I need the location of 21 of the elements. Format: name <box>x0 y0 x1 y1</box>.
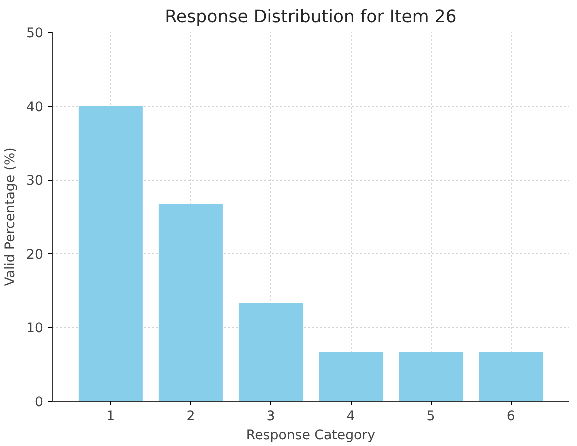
x-tick-label: 6 <box>506 410 516 424</box>
x-axis-title: Response Category <box>246 428 376 444</box>
y-axis-title: Valid Percentage (%) <box>4 148 19 286</box>
bar <box>158 204 223 402</box>
y-tick-label: 0 <box>35 396 44 410</box>
bar <box>238 303 303 402</box>
y-tick-label: 20 <box>26 248 44 263</box>
chart-title: Response Distribution for Item 26 <box>165 8 457 28</box>
x-tick-label: 5 <box>426 410 436 424</box>
x-tick-label: 2 <box>186 410 196 424</box>
x-tick-label: 3 <box>266 410 276 424</box>
bar <box>479 352 544 402</box>
bar <box>319 352 384 402</box>
y-tick-label: 50 <box>26 26 44 42</box>
bar <box>78 106 143 402</box>
bar <box>399 352 464 402</box>
y-tick-label: 40 <box>26 100 44 116</box>
y-tick-label: 30 <box>26 174 44 190</box>
x-tick-label: 4 <box>346 410 356 424</box>
x-tick-label: 1 <box>106 410 116 424</box>
y-tick-label: 10 <box>26 322 44 337</box>
